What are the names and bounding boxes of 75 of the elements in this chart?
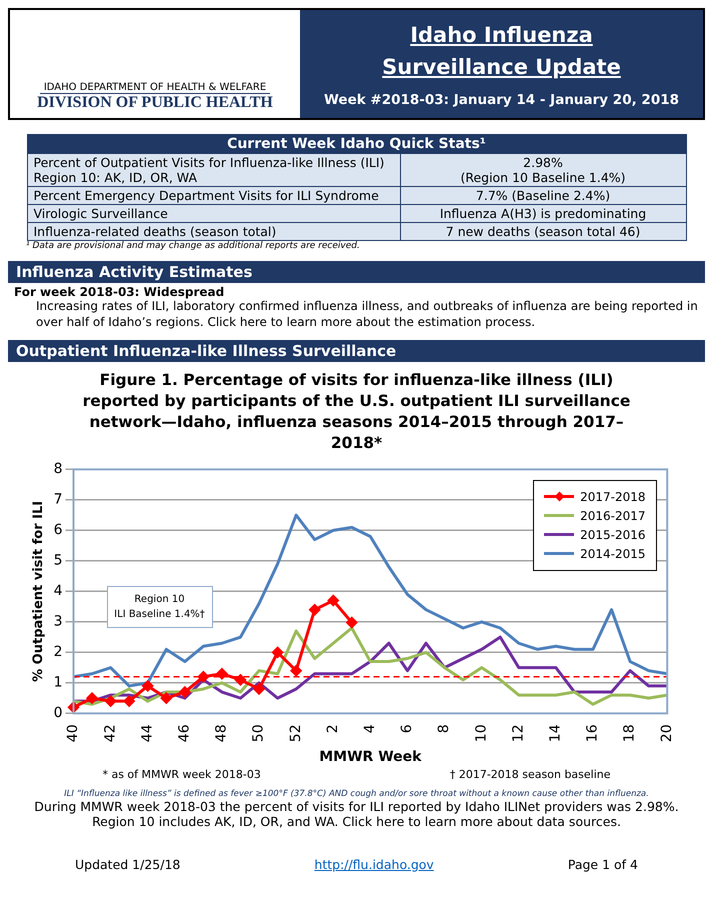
- x-tick-label: 46: [176, 724, 192, 742]
- x-tick-label: 20: [658, 724, 674, 742]
- chart-title: Figure 1. Percentage of visits for influenza-like illness (ILI) reported by participants of the U.S. outpatient ILI surveillance network—Idaho, influenza seasons 2014–2015 through 2017–2018*: [82, 370, 632, 454]
- text: 2.98% (Region 10 Baseline 1.4%): [400, 154, 686, 186]
- x-axis-title: MMWR Week: [318, 749, 422, 766]
- text: http://flu.idaho.gov: [314, 856, 434, 872]
- point: [86, 692, 98, 704]
- x-tick-label: 18: [621, 724, 638, 742]
- point: [253, 683, 264, 694]
- text: Virologic Surveillance: [27, 204, 400, 222]
- x-tick-label: 14: [547, 724, 564, 742]
- text: * as of MMWR week 2018-03: [102, 768, 261, 781]
- text: Current Week Idaho Quick Stats¹: [27, 134, 686, 154]
- x-tick-label: 2: [324, 724, 340, 734]
- text: Region 10 includes AK, ID, OR, and WA. Click here to learn more about data sources.: [91, 814, 622, 829]
- point: [160, 692, 172, 704]
- y-tick-label: 6: [53, 522, 62, 538]
- text: Increasing rates of ILI, laboratory confirmed influenza illness, and outbreaks of influenza are being reported in over half of Idaho’s regions. Click here to learn more about the estimation process.: [36, 299, 699, 330]
- text: IDAHO DEPARTMENT OF HEALTH & WELFARE: [40, 82, 270, 94]
- y-tick-label: 5: [53, 552, 62, 568]
- point: [104, 696, 116, 707]
- x-tick-label: 4: [361, 724, 378, 734]
- text: Week #2018-03: January 14 - January 20, 2018: [323, 92, 680, 108]
- text: DIVISION OF PUBLIC HEALTH: [37, 94, 273, 112]
- text: ILI “Influenza like illness” is defined as fever ≥100°F (37.8°C) AND cough and/or sore throat without a known cause other than influenza.: [63, 788, 650, 799]
- text: ¹ Data are provisional and may change as additional reports are received.: [26, 241, 361, 251]
- x-tick-label: 12: [510, 724, 526, 742]
- point: [178, 686, 190, 698]
- y-tick-label: 4: [53, 582, 62, 599]
- point: [327, 594, 338, 606]
- legend-label: 2014-2015: [580, 546, 646, 561]
- point: [142, 680, 153, 692]
- x-tick-label: 40: [64, 724, 81, 742]
- x-tick-label: 16: [584, 724, 600, 742]
- text: For week 2018-03: Widespread: [14, 285, 226, 299]
- y-tick-label: 8: [53, 460, 62, 477]
- y-tick-label: 0: [53, 704, 62, 721]
- text: Idaho Influenza Surveillance Update: [381, 22, 622, 80]
- text: 7.7% (Baseline 2.4%): [400, 186, 686, 204]
- point: [123, 696, 134, 707]
- y-tick-label: 1: [53, 674, 62, 690]
- legend-label: 2015-2016: [580, 528, 646, 542]
- annotation: Region 10 ILI Baseline 1.4%†: [106, 586, 212, 628]
- text: Page 1 of 4: [568, 856, 638, 872]
- text: Updated 1/25/18: [75, 856, 180, 872]
- x-tick-label: 10: [472, 724, 489, 742]
- text: Influenza Activity Estimates: [8, 261, 705, 283]
- text: Influenza-related deaths (season total): [27, 222, 400, 240]
- y-tick-label: 7: [53, 491, 62, 508]
- point: [308, 604, 320, 616]
- legend-label: 2016-2017: [580, 508, 646, 523]
- x-tick-label: 8: [436, 724, 452, 734]
- point: [290, 665, 302, 676]
- y-tick-label: 2: [53, 644, 62, 660]
- text: Percent Emergency Department Visits for ILI Syndrome: [27, 186, 400, 204]
- text: During MMWR week 2018-03 the percent of visits for ILI reported by Idaho ILINet providers was 2.98%.: [33, 798, 680, 814]
- legend-label: 2017-2018: [580, 490, 646, 504]
- text: Percent of Outpatient Visits for Influenza-like Illness (ILI) Region 10: AK, ID, OR, WA: [27, 154, 400, 186]
- x-tick-label: 50: [250, 724, 266, 742]
- point: [197, 671, 208, 682]
- x-tick-label: 42: [102, 724, 118, 742]
- x-tick-label: 44: [138, 724, 155, 742]
- point: [272, 646, 283, 658]
- x-tick-label: 48: [213, 724, 230, 742]
- x-tick-label: 6: [398, 724, 415, 734]
- text: † 2017-2018 season baseline: [450, 768, 611, 781]
- x-tick-label: 52: [287, 724, 304, 742]
- y-axis-title: % Outpatient visit for ILI: [30, 500, 46, 682]
- text: Influenza A(H3) is predominating: [400, 204, 686, 222]
- text: 7 new deaths (season total 46): [400, 222, 686, 240]
- point: [346, 616, 357, 628]
- y-tick-label: 3: [53, 613, 62, 630]
- point: [234, 674, 246, 686]
- point: [216, 668, 227, 680]
- text: Outpatient Influenza-like Illness Surveillance: [8, 340, 705, 362]
